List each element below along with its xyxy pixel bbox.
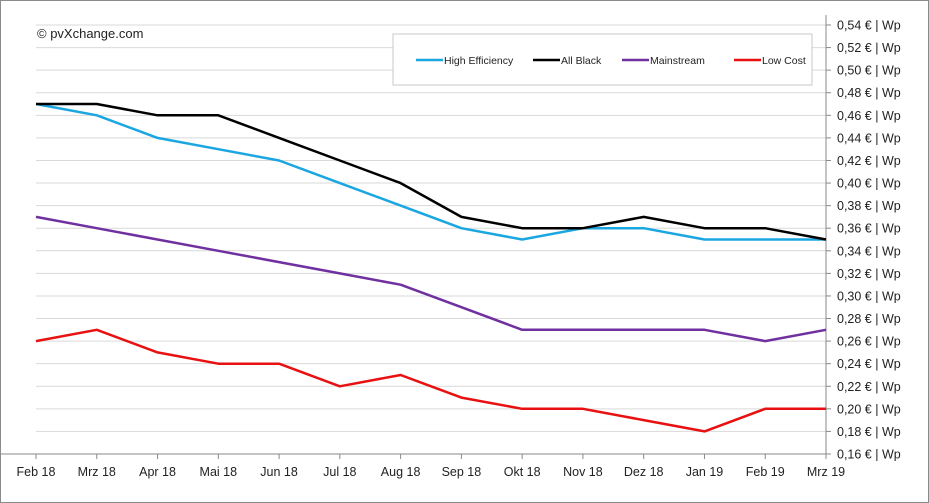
x-tick-label: Okt 18: [504, 465, 541, 479]
series-line-high-efficiency: [35, 102, 826, 241]
x-tick-label: Jun 18: [260, 465, 298, 479]
legend-label: Low Cost: [762, 55, 806, 67]
legend-label: High Efficiency: [444, 55, 514, 67]
y-tick-label: 0,54 € | Wp: [837, 19, 901, 33]
y-tick-label: 0,44 € | Wp: [837, 131, 901, 145]
x-axis: Feb 18 Mrz 18 Apr 18 Mai 18 Jun 18 Jul 18 Aug …: [0, 453, 845, 479]
y-tick-label: 0,42 € | Wp: [837, 154, 901, 168]
x-tick-label: Dez 18: [624, 465, 664, 479]
x-tick-label: Feb 19: [746, 465, 785, 479]
y-tick-label: 0,38 € | Wp: [837, 199, 901, 213]
series-line-low-cost: [35, 328, 826, 433]
x-tick-label: Apr 18: [139, 465, 176, 479]
series-line-mainstream: [35, 215, 827, 343]
watermark: © pvXchange.com: [37, 26, 143, 41]
x-tick-label: Mai 18: [200, 465, 238, 479]
y-tick-label: 0,32 € | Wp: [837, 267, 901, 281]
legend: High Efficiency All Black Mainstream Low Co…: [392, 33, 813, 86]
y-tick-label: 0,34 € | Wp: [837, 244, 901, 258]
x-tick-label: Mrz 18: [78, 465, 116, 479]
y-tick-label: 0,20 € | Wp: [837, 402, 901, 416]
y-tick-label: 0,52 € | Wp: [837, 41, 901, 55]
legend-label: All Black: [561, 55, 602, 67]
x-tick-label: Sep 18: [442, 465, 482, 479]
y-tick-label: 0,26 € | Wp: [837, 335, 901, 349]
y-tick-label: 0,22 € | Wp: [837, 380, 901, 394]
series-lines: [35, 102, 827, 433]
y-tick-label: 0,46 € | Wp: [837, 109, 901, 123]
y-axis: 0,16 € | Wp 0,18 € | Wp 0,20 € | Wp 0,22 € …: [825, 15, 901, 462]
y-tick-label: 0,24 € | Wp: [837, 357, 901, 371]
x-tick-label: Jul 18: [323, 465, 356, 479]
legend-label: Mainstream: [650, 55, 705, 67]
x-tick-label: Feb 18: [17, 465, 56, 479]
y-tick-label: 0,30 € | Wp: [837, 289, 901, 303]
series-line-all-black: [36, 102, 827, 241]
y-tick-label: 0,18 € | Wp: [837, 425, 901, 439]
x-tick-label: Nov 18: [563, 465, 603, 479]
x-tick-label: Mrz 19: [807, 465, 845, 479]
x-tick-label: Jan 19: [686, 465, 724, 479]
y-tick-label: 0,50 € | Wp: [837, 64, 901, 78]
x-tick-label: Aug 18: [381, 465, 421, 479]
y-tick-label: 0,40 € | Wp: [837, 177, 901, 191]
y-tick-label: 0,28 € | Wp: [837, 312, 901, 326]
y-tick-label: 0,36 € | Wp: [837, 222, 901, 236]
y-tick-label: 0,48 € | Wp: [837, 86, 901, 100]
y-tick-label: 0,16 € | Wp: [837, 448, 901, 462]
